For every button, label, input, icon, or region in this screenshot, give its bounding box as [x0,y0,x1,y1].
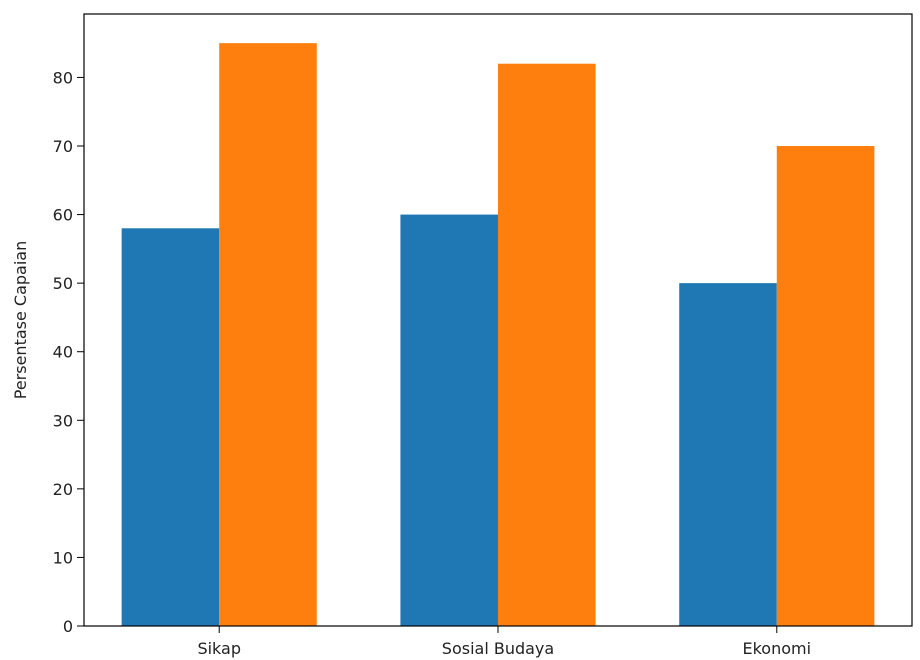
bar-sikap-series-2 [219,43,317,626]
axes-frame [83,13,913,627]
bar-sosial-budaya-series-2 [498,63,596,626]
x-tick-label-sosial-budaya: Sosial Budaya [442,639,554,658]
bars-group [121,43,875,627]
x-axis-ticks: Sikap Sosial Budaya Ekonomi [197,626,811,658]
x-tick-label-ekonomi: Ekonomi [743,639,812,658]
bar-ekonomi-series-2 [776,146,875,626]
y-tick-label: 70 [53,137,73,156]
y-tick-label: 40 [53,343,73,362]
y-tick-label: 60 [53,206,73,225]
x-tick-label-sikap: Sikap [197,639,241,658]
y-axis-label: Persentase Capaian [11,241,30,400]
y-tick-label: 50 [53,274,73,293]
bar-ekonomi-series-1 [679,283,777,626]
bar-sosial-budaya-series-1 [400,214,498,627]
y-tick-label: 20 [53,480,73,499]
bar-sikap-series-1 [121,228,220,627]
y-tick-label: 0 [63,617,73,636]
y-axis-ticks: 0 10 20 30 40 50 60 70 80 [53,68,84,636]
y-tick-label: 30 [53,411,73,430]
y-tick-label: 10 [53,548,73,567]
y-tick-label: 80 [53,68,73,87]
